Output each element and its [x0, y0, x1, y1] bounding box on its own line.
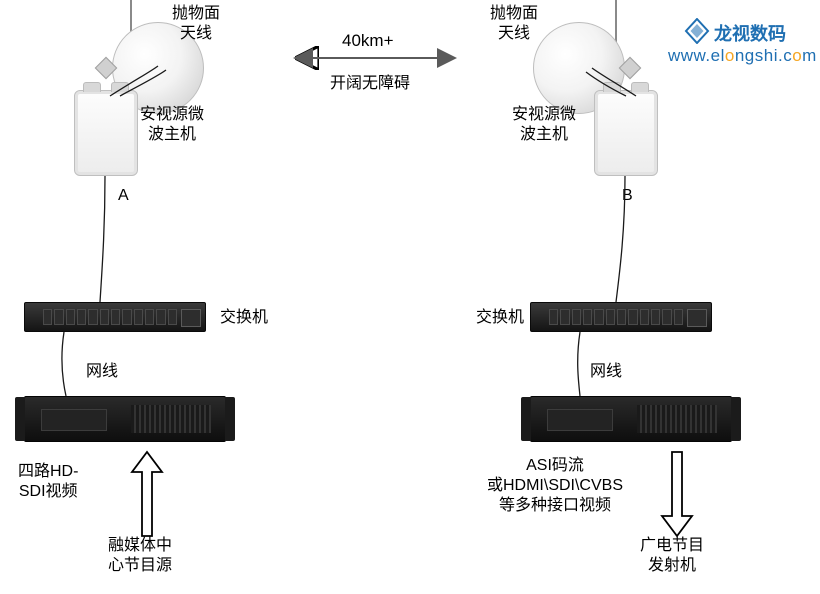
- diagram-stage: 龙视数码 www.elongshi.com 40km+ 开阔无障碍 抛物面 天线…: [0, 0, 820, 594]
- connection-overlay: [0, 0, 820, 594]
- up-arrow-icon: [132, 452, 162, 536]
- down-arrow-icon: [662, 452, 692, 536]
